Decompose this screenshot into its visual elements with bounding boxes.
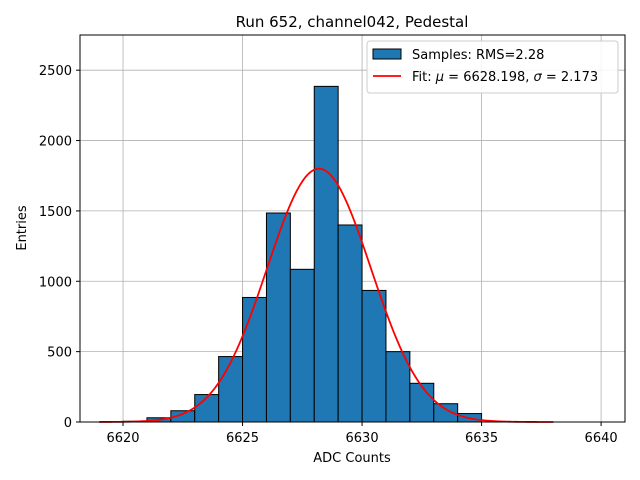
histogram-bar <box>265 212 291 423</box>
y-tick-label: 2000 <box>39 135 72 150</box>
x-tick-label: 6630 <box>346 431 379 446</box>
legend-samples-swatch <box>372 48 402 60</box>
y-tick-label: 0 <box>64 416 72 431</box>
plot-frame <box>79 34 626 423</box>
x-tick-label: 6625 <box>226 431 259 446</box>
legend-samples-label: Samples: RMS=2.28 <box>412 48 544 63</box>
x-axis-label: ADC Counts <box>313 451 391 466</box>
x-tick-label: 6635 <box>465 431 498 446</box>
histogram-bars <box>122 85 483 423</box>
legend-fit-label: Fit: μ = 6628.198, σ = 2.173 <box>412 70 598 85</box>
y-tick-label: 500 <box>47 346 72 361</box>
y-tick-label: 2500 <box>39 64 72 79</box>
legend-fit-sigma-symbol: σ <box>534 70 543 85</box>
chart-title: Run 652, channel042, Pedestal <box>236 13 469 31</box>
fit-curve <box>99 167 554 423</box>
y-axis-ticks: 0 500 1000 1500 2000 2500 <box>39 64 80 431</box>
x-tick-label: 6640 <box>585 431 618 446</box>
legend-fit-sigma-value: = 2.173 <box>542 70 598 85</box>
histogram-bar <box>337 224 363 423</box>
legend-fit-label-prefix: Fit: <box>412 70 436 85</box>
x-tick-label: 6620 <box>106 431 139 446</box>
x-axis-ticks: 6620 6625 6630 6635 6640 <box>106 422 618 446</box>
y-axis-label: Entries <box>15 205 30 251</box>
histogram-bar <box>361 289 387 423</box>
histogram-bar <box>409 382 435 423</box>
histogram-bar <box>289 268 315 423</box>
legend-fit-mu-symbol: μ <box>435 70 444 85</box>
fit-curve-layer <box>99 167 554 423</box>
histogram-bar <box>313 85 339 423</box>
legend-fit-mu-value: = 6628.198, <box>444 70 533 85</box>
legend-box <box>366 40 619 94</box>
histogram-bar <box>242 296 267 423</box>
histogram-bar <box>218 356 244 423</box>
y-tick-label: 1500 <box>39 205 72 220</box>
y-tick-label: 1000 <box>39 275 72 290</box>
legend: Samples: RMS=2.28 Fit: μ = 6628.198, σ =… <box>366 40 619 94</box>
